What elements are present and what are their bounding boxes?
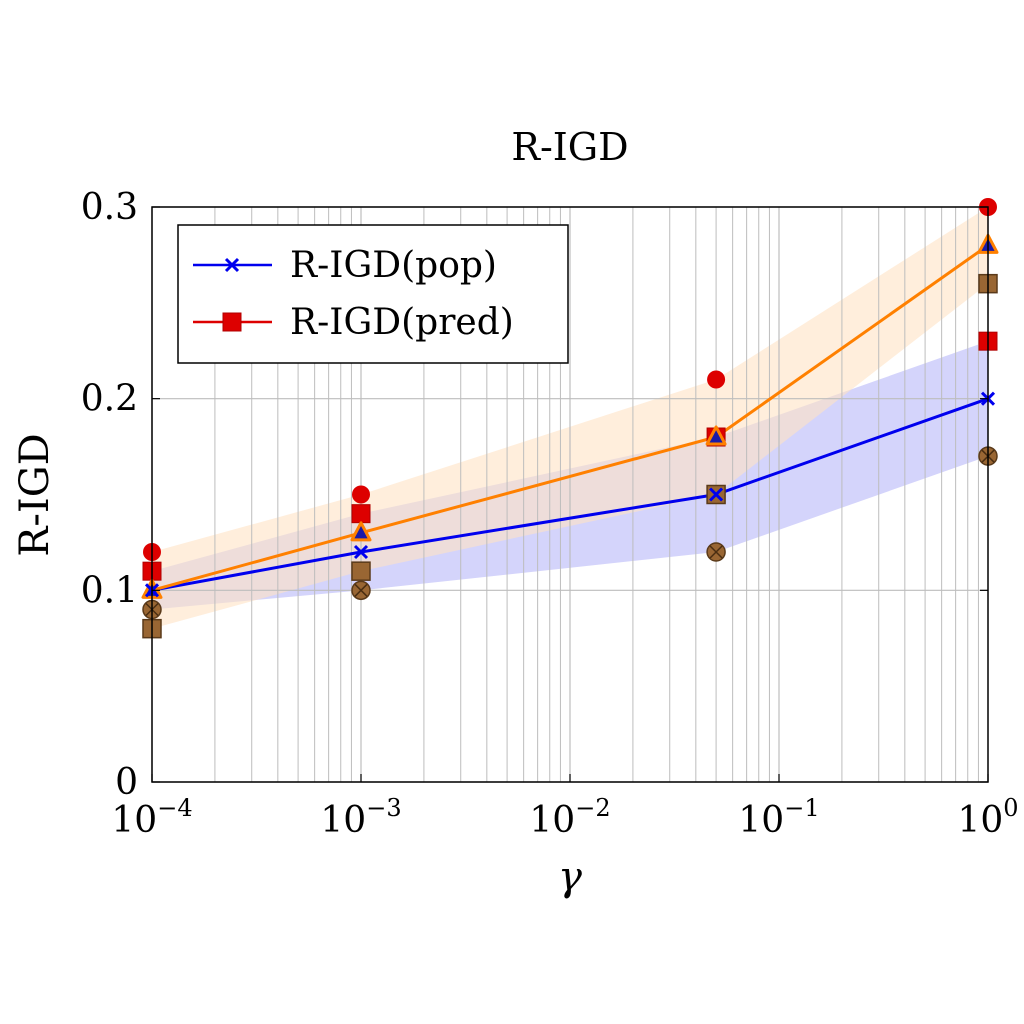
legend: R-IGD(pop) R-IGD(pred) (177, 224, 569, 364)
data-point (709, 487, 724, 502)
data-point (350, 521, 372, 542)
legend-label: R-IGD(pop) (290, 245, 497, 286)
x-tick-label: 100 (957, 794, 1018, 841)
data-point (706, 542, 726, 562)
y-tick-label: 0.2 (81, 379, 138, 420)
legend-box (177, 224, 569, 364)
data-point (224, 257, 240, 273)
y-tick-labels: 0 0.1 0.2 0.3 (81, 187, 138, 803)
data-point (353, 544, 369, 560)
x-tick-label: 10−3 (320, 794, 401, 841)
data-point (352, 485, 370, 504)
legend-label: R-IGD(pred) (290, 302, 514, 343)
series-line (151, 397, 989, 592)
x-tick-label: 10−2 (529, 794, 610, 841)
x-tick-label: 10−1 (738, 794, 819, 841)
x-axis-label: γ (558, 854, 582, 900)
legend-item: R-IGD(pred) (193, 302, 514, 343)
legend-item: R-IGD(pop) (193, 245, 497, 286)
data-point (222, 312, 242, 332)
y-tick-label: 0 (115, 762, 138, 803)
y-tick-label: 0.1 (81, 570, 138, 611)
series-lines (151, 244, 989, 592)
data-point (707, 370, 726, 389)
x-tick-labels: 10−4 10−3 10−2 10−1 100 (111, 794, 1018, 841)
y-tick-label: 0.3 (81, 187, 138, 228)
series-line (151, 244, 989, 592)
y-axis-label: R-IGD (12, 433, 58, 556)
data-point (351, 561, 371, 581)
tick-marks (151, 206, 989, 783)
x-tick-label: 10−4 (111, 794, 192, 841)
data-point (351, 504, 371, 524)
data-point (705, 425, 727, 446)
chart-title: R-IGD (511, 125, 628, 169)
data-point (351, 580, 371, 601)
